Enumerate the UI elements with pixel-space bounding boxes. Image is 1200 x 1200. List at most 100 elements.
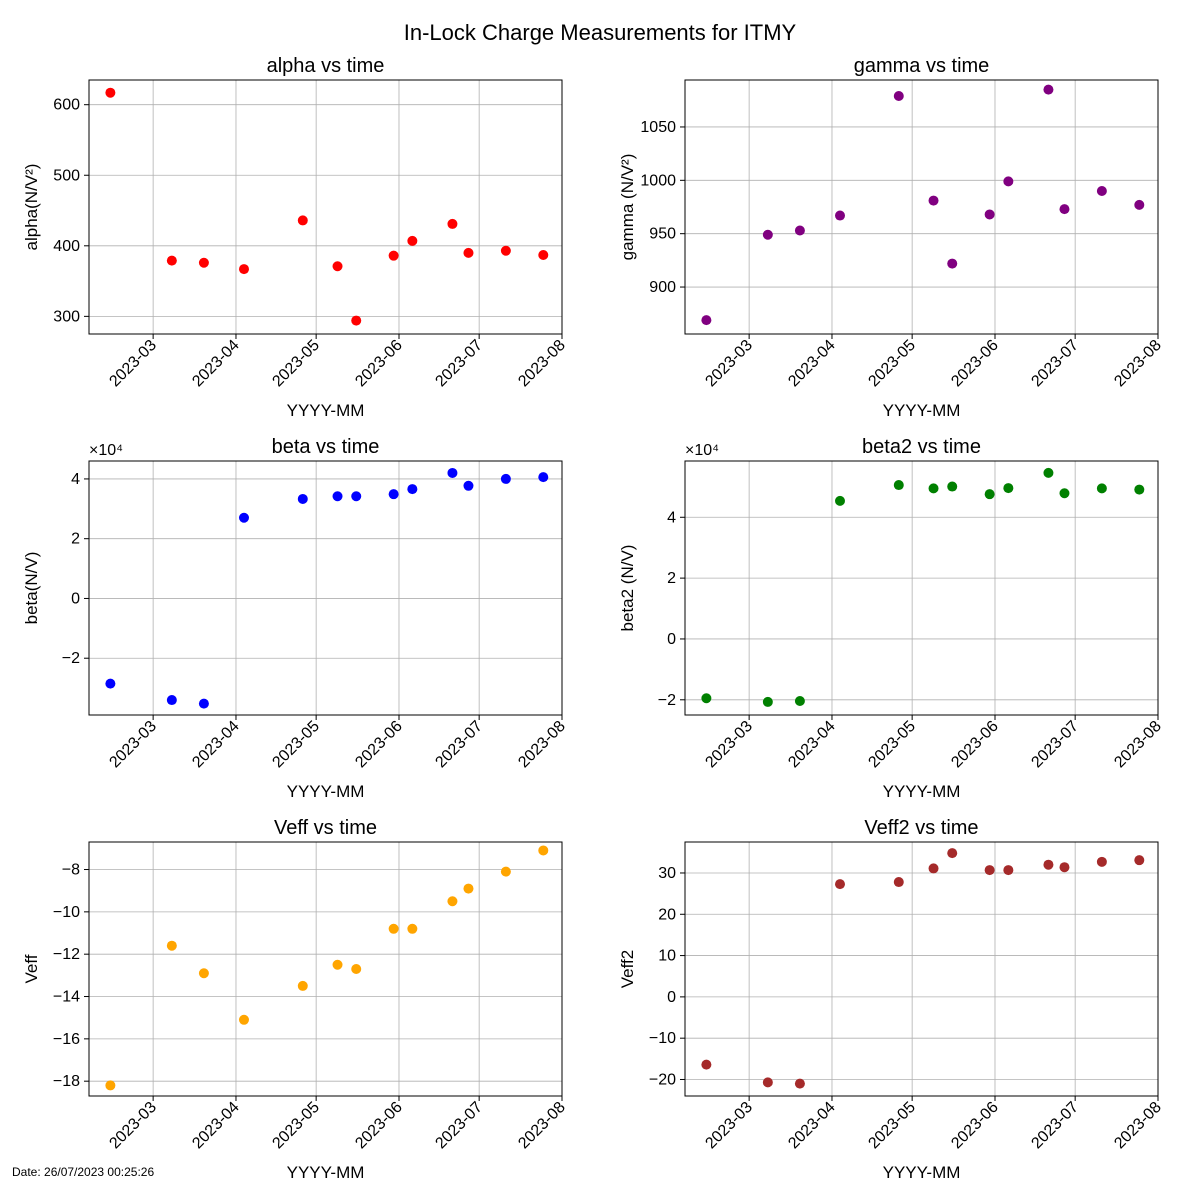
x-tick-label: 2023-05 [865, 1099, 919, 1153]
y-tick-label: 0 [667, 989, 676, 1006]
x-tick-label: 2023-08 [515, 718, 569, 772]
y-axis-label: Veff2 [618, 950, 637, 988]
data-point [794, 696, 805, 707]
data-point [794, 225, 805, 236]
data-point [351, 315, 362, 326]
x-tick-label: 2023-08 [1111, 337, 1165, 391]
y-tick-label: 900 [649, 279, 676, 296]
data-point [105, 87, 116, 98]
data-point [105, 678, 116, 689]
x-tick-label: 2023-05 [269, 1099, 323, 1153]
subplot-4: 2023-03 2023-04 2023-05 2023-06 2023-07 2023-… [618, 436, 1165, 801]
y-tick-label: 950 [649, 226, 676, 243]
subplot-3: 2023-03 2023-04 2023-05 2023-06 2023-07 2023-… [22, 436, 569, 801]
axes-frame [88, 460, 563, 716]
axes-frame [684, 79, 1159, 335]
data-point [1096, 483, 1107, 494]
footer-date: Date: 26/07/2023 00:25:26 [12, 1165, 154, 1179]
x-tick-label: 2023-07 [432, 1099, 486, 1153]
y-tick-label: −10 [649, 1030, 676, 1047]
y-tick-label: 0 [71, 590, 80, 607]
subplot-title: Veff vs time [274, 817, 377, 839]
x-tick-label: 2023-04 [785, 718, 839, 772]
data-point [1059, 204, 1070, 215]
data-point [463, 480, 474, 491]
data-point [166, 940, 177, 951]
data-point [1003, 176, 1014, 187]
x-tick-label: 2023-03 [106, 718, 160, 772]
y-tick-label: 500 [53, 167, 80, 184]
x-tick-label: 2023-04 [785, 337, 839, 391]
data-point [500, 473, 511, 484]
x-tick-label: 2023-05 [269, 337, 323, 391]
data-point [893, 877, 904, 888]
y-tick-label: 1000 [640, 172, 676, 189]
y-axis-label: beta(N/V) [22, 552, 41, 625]
data-point [238, 264, 249, 275]
x-tick-label: 2023-07 [432, 718, 486, 772]
x-tick-label: 2023-05 [865, 337, 919, 391]
x-axis-label: YYYY-MM [287, 782, 365, 801]
x-tick-label: 2023-05 [269, 718, 323, 772]
x-tick-label: 2023-06 [948, 337, 1002, 391]
data-point [947, 258, 958, 269]
subplot-title: beta2 vs time [862, 436, 981, 458]
data-point [332, 959, 343, 970]
subplot-title: alpha vs time [267, 55, 385, 77]
subplot-2: 2023-03 2023-04 2023-05 2023-06 2023-07 2023-… [618, 55, 1165, 420]
data-point [701, 315, 712, 326]
y-tick-label: 4 [667, 509, 676, 526]
data-point [928, 863, 939, 874]
x-tick-label: 2023-03 [106, 1099, 160, 1153]
data-point [297, 215, 308, 226]
data-point [388, 489, 399, 500]
data-point [198, 257, 209, 268]
data-point [1096, 856, 1107, 867]
data-point [1003, 483, 1014, 494]
data-point [834, 879, 845, 890]
x-axis-label: YYYY-MM [287, 1163, 365, 1182]
data-point [1043, 84, 1054, 95]
y-tick-label: −18 [53, 1073, 80, 1090]
y-tick-label: 10 [658, 948, 676, 965]
x-tick-label: 2023-04 [189, 1099, 243, 1153]
data-point [1059, 488, 1070, 499]
data-point [834, 495, 845, 506]
data-point [463, 883, 474, 894]
subplot-title: Veff2 vs time [864, 817, 978, 839]
data-point [762, 229, 773, 240]
data-point [198, 698, 209, 709]
data-point [947, 481, 958, 492]
y-tick-label: 20 [658, 906, 676, 923]
x-tick-label: 2023-06 [948, 1099, 1002, 1153]
data-point [351, 491, 362, 502]
data-point [928, 195, 939, 206]
y-axis-multiplier: ×10⁴ [89, 442, 123, 459]
x-tick-label: 2023-06 [352, 1099, 406, 1153]
axes-frame [684, 460, 1159, 716]
data-point [794, 1078, 805, 1089]
data-point [1043, 467, 1054, 478]
y-axis-label: alpha(N/V²) [22, 164, 41, 251]
data-point [947, 848, 958, 859]
x-tick-label: 2023-08 [1111, 1099, 1165, 1153]
data-point [538, 845, 549, 856]
y-tick-label: −12 [53, 946, 80, 963]
x-tick-label: 2023-03 [702, 337, 756, 391]
data-point [984, 209, 995, 220]
data-point [105, 1080, 116, 1091]
y-axis-label: Veff [22, 954, 41, 983]
data-point [1096, 185, 1107, 196]
y-tick-label: −10 [53, 904, 80, 921]
data-point [538, 249, 549, 260]
x-tick-label: 2023-06 [948, 718, 1002, 772]
data-point [538, 472, 549, 483]
x-tick-label: 2023-08 [515, 1099, 569, 1153]
data-point [1003, 865, 1014, 876]
subplot-5: 2023-03 2023-04 2023-05 2023-06 2023-07 2023-… [22, 817, 569, 1182]
data-point [834, 210, 845, 221]
data-point [407, 235, 418, 246]
x-axis-label: YYYY-MM [883, 782, 961, 801]
y-axis-label: gamma (N/V²) [618, 154, 637, 261]
